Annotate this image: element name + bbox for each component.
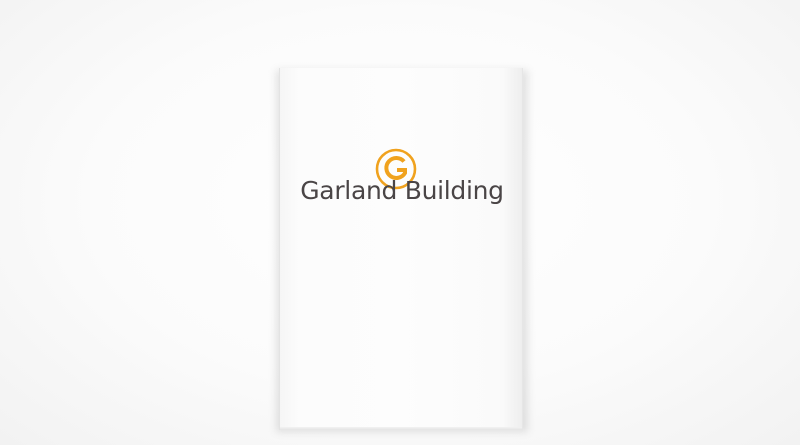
g-logo-mark-icon <box>375 148 417 190</box>
presentation-folder: Garland Building <box>279 68 523 430</box>
folder-bottom-edge <box>280 427 522 430</box>
brand-name: Garland Building <box>300 176 504 205</box>
